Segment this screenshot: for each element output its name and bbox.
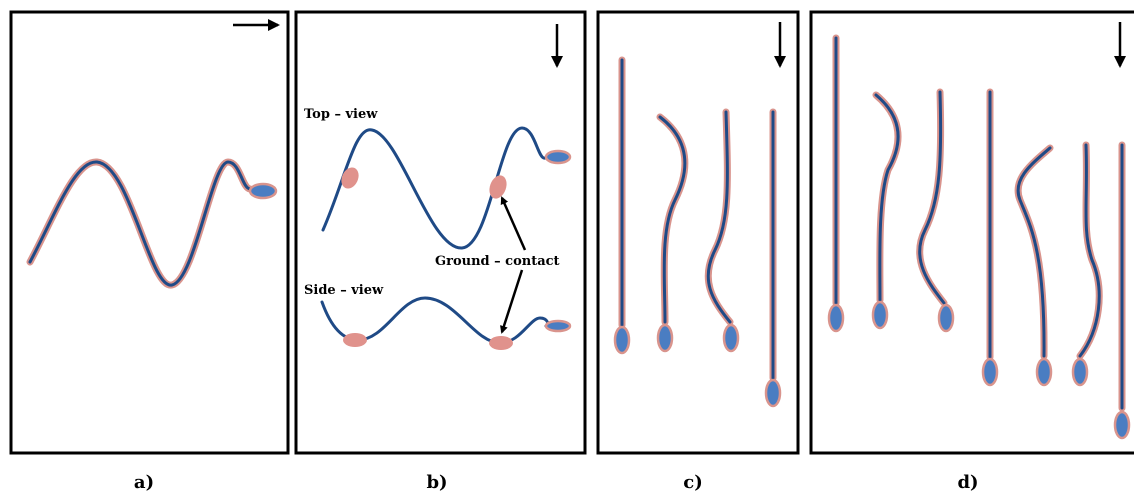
annotation: Ground – contact (435, 254, 560, 269)
top-view-curve (321, 126, 547, 250)
frame-c (596, 10, 800, 455)
head (764, 378, 782, 408)
body (658, 115, 687, 324)
head (981, 357, 999, 387)
pointer (500, 269, 524, 334)
head (544, 149, 572, 165)
head (871, 300, 889, 330)
head (722, 323, 740, 353)
head (827, 303, 845, 333)
panel-label: b) (426, 472, 447, 493)
annotation: Top – view (304, 107, 378, 122)
head (1071, 357, 1089, 387)
head (1035, 357, 1053, 387)
head (248, 182, 278, 200)
body (1078, 143, 1101, 358)
panel-label: d) (957, 472, 978, 493)
panel-labels: a) b) c) d) (134, 472, 979, 493)
direction-arrows (233, 19, 1126, 68)
body (874, 93, 900, 302)
body (1016, 146, 1052, 358)
snakes (26, 34, 1131, 440)
body (918, 90, 946, 305)
panel-b-content: Top – view Ground – contact Side – view (304, 107, 572, 350)
head (937, 303, 955, 333)
contact-patch (489, 175, 507, 199)
panel-frames (9, 10, 1134, 455)
pointer (500, 196, 527, 251)
frame-d (809, 10, 1134, 455)
body (706, 110, 732, 324)
annotation: Side – view (304, 283, 384, 298)
head (656, 323, 674, 353)
body (28, 160, 252, 287)
panel-label: c) (683, 472, 702, 493)
frame-a (9, 10, 290, 455)
contact-patch (489, 336, 513, 350)
contact-patch (343, 333, 367, 347)
head (1113, 410, 1131, 440)
head (613, 325, 631, 355)
head (544, 319, 572, 333)
frame-b (294, 10, 587, 455)
contact-patch (341, 167, 359, 189)
panel-label: a) (134, 472, 154, 493)
